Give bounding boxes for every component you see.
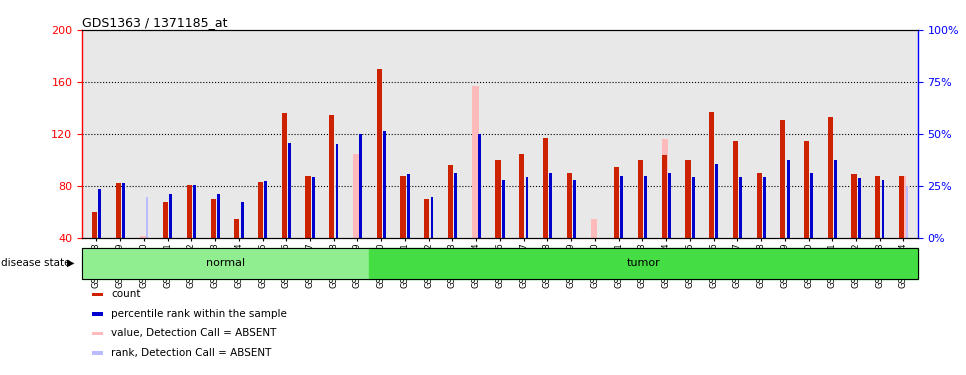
- Bar: [573, 180, 576, 238]
- Bar: [882, 180, 885, 238]
- Bar: [899, 176, 906, 238]
- Bar: [193, 185, 196, 238]
- Bar: [282, 113, 287, 238]
- Bar: [786, 160, 789, 238]
- Bar: [739, 177, 742, 238]
- Bar: [217, 194, 220, 238]
- Bar: [92, 212, 97, 238]
- Bar: [448, 165, 453, 238]
- Bar: [288, 143, 291, 238]
- Bar: [82, 248, 369, 279]
- Bar: [139, 236, 146, 238]
- Bar: [543, 138, 548, 238]
- Bar: [211, 199, 215, 238]
- Bar: [756, 173, 762, 238]
- Bar: [122, 183, 125, 238]
- Bar: [312, 177, 315, 238]
- Bar: [407, 174, 410, 238]
- Bar: [810, 173, 813, 238]
- Bar: [305, 176, 311, 238]
- Bar: [899, 176, 904, 238]
- Bar: [401, 176, 406, 238]
- Bar: [763, 177, 766, 238]
- Text: disease state: disease state: [1, 258, 71, 268]
- Bar: [804, 141, 810, 238]
- Bar: [834, 160, 837, 238]
- Text: count: count: [111, 290, 141, 299]
- Bar: [614, 166, 619, 238]
- Bar: [329, 114, 334, 238]
- Bar: [550, 173, 553, 238]
- Bar: [858, 178, 861, 238]
- Bar: [265, 181, 268, 238]
- Bar: [241, 202, 243, 238]
- Bar: [384, 132, 386, 238]
- Bar: [685, 160, 691, 238]
- Text: value, Detection Call = ABSENT: value, Detection Call = ABSENT: [111, 328, 276, 338]
- Text: percentile rank within the sample: percentile rank within the sample: [111, 309, 287, 319]
- Bar: [146, 196, 149, 238]
- Bar: [359, 134, 362, 238]
- Bar: [116, 183, 121, 238]
- Bar: [662, 155, 667, 238]
- Bar: [519, 154, 525, 238]
- Bar: [668, 173, 670, 238]
- Text: ▶: ▶: [67, 258, 74, 268]
- Bar: [377, 69, 382, 238]
- Bar: [905, 186, 908, 238]
- Bar: [733, 141, 738, 238]
- Bar: [431, 196, 434, 238]
- Bar: [454, 173, 457, 238]
- Bar: [169, 194, 172, 238]
- Bar: [424, 199, 430, 238]
- Bar: [644, 176, 647, 238]
- Bar: [478, 134, 481, 238]
- Bar: [163, 202, 168, 238]
- Text: tumor: tumor: [626, 258, 660, 268]
- Bar: [638, 160, 643, 238]
- Bar: [662, 139, 668, 238]
- Bar: [472, 86, 478, 238]
- Text: rank, Detection Call = ABSENT: rank, Detection Call = ABSENT: [111, 348, 271, 358]
- Bar: [99, 189, 101, 238]
- Bar: [781, 120, 785, 238]
- Bar: [828, 117, 833, 238]
- Bar: [369, 248, 918, 279]
- Bar: [478, 134, 481, 238]
- Bar: [716, 164, 719, 238]
- Text: GDS1363 / 1371185_at: GDS1363 / 1371185_at: [82, 16, 228, 29]
- Bar: [590, 219, 597, 238]
- Bar: [567, 173, 572, 238]
- Bar: [258, 182, 263, 238]
- Bar: [875, 176, 880, 238]
- Bar: [851, 174, 857, 238]
- Bar: [692, 177, 695, 238]
- Bar: [501, 180, 504, 238]
- Bar: [496, 160, 500, 238]
- Bar: [526, 177, 528, 238]
- Bar: [186, 185, 192, 238]
- Bar: [620, 176, 623, 238]
- Bar: [235, 219, 240, 238]
- Bar: [709, 112, 714, 238]
- Text: normal: normal: [206, 258, 245, 268]
- Bar: [354, 154, 360, 238]
- Bar: [335, 144, 338, 238]
